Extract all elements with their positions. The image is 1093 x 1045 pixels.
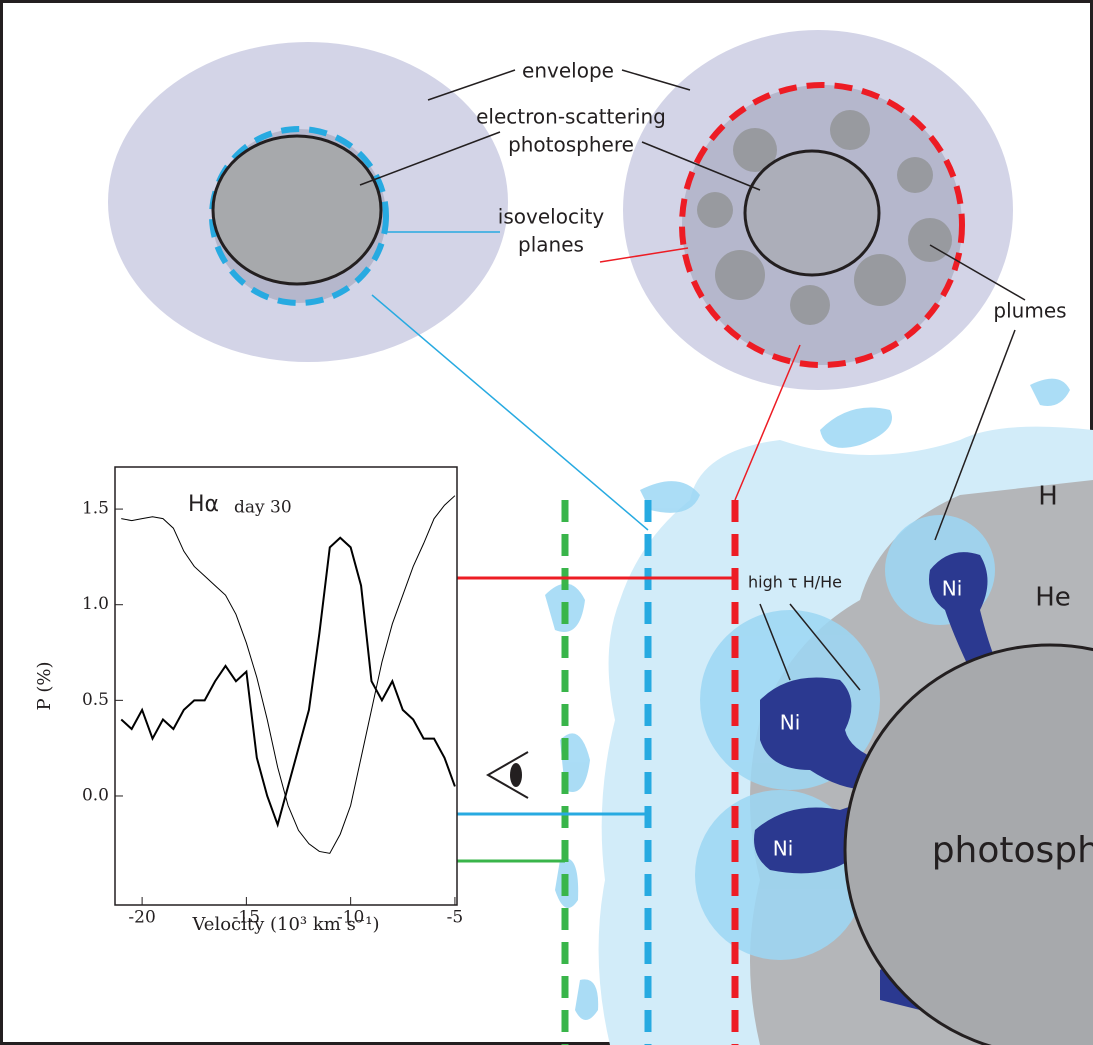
label: H xyxy=(1038,482,1058,512)
chart-title: Hα xyxy=(188,492,219,517)
label: He xyxy=(1035,583,1071,613)
label: photosphere xyxy=(508,133,634,157)
y-tick-label: 1.5 xyxy=(82,499,109,519)
plot-area xyxy=(115,467,457,905)
label: Ni xyxy=(780,711,801,735)
label: envelope xyxy=(522,59,614,83)
x-tick-label: -5 xyxy=(447,908,464,928)
x-tick-label: -20 xyxy=(128,908,155,928)
y-tick-label: 1.0 xyxy=(82,594,109,614)
label: electron-scattering xyxy=(476,105,666,129)
label: Ni xyxy=(773,837,794,861)
y-tick-label: 0.5 xyxy=(82,690,109,710)
label: plumes xyxy=(993,299,1066,323)
label: planes xyxy=(518,233,584,257)
y-tick-label: 0.0 xyxy=(82,785,109,805)
label: photosphere xyxy=(932,830,1093,871)
label: isovelocity xyxy=(498,205,605,229)
x-tick-label: -10 xyxy=(337,908,364,928)
photosphere-left xyxy=(213,136,381,284)
x-tick-label: -15 xyxy=(233,908,260,928)
label: Ni xyxy=(942,577,963,601)
chart-subtitle: day 30 xyxy=(234,498,292,518)
photosphere-right xyxy=(745,151,879,275)
y-axis-label: P (%) xyxy=(34,662,55,711)
diagram: envelope electron-scattering photosphere… xyxy=(0,0,1093,1045)
label: high τ H/He xyxy=(748,573,842,592)
